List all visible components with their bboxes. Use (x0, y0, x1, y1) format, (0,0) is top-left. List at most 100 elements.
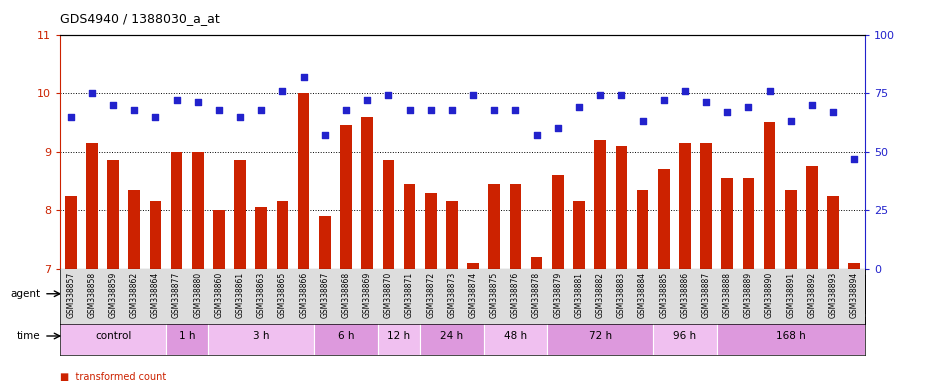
Text: GSM338869: GSM338869 (363, 271, 372, 318)
Text: GDS4940 / 1388030_a_at: GDS4940 / 1388030_a_at (60, 12, 220, 25)
Point (847, 156, 862, 162)
Text: GSM338873: GSM338873 (448, 271, 456, 318)
Point (698, 99, 713, 106)
Point (360, 97, 375, 103)
Text: control: control (95, 331, 131, 341)
Bar (595, 140, 606, 269)
Text: GSM338889: GSM338889 (744, 271, 753, 318)
Point (275, 88, 290, 94)
Text: GSM338872: GSM338872 (426, 271, 436, 318)
Bar (722, 178, 733, 269)
Text: GSM338880: GSM338880 (193, 271, 203, 318)
Bar (785, 190, 796, 269)
Text: GSM338859: GSM338859 (108, 271, 117, 318)
Text: GSM338861: GSM338861 (236, 271, 244, 318)
Bar (107, 161, 119, 269)
Text: GSM338878: GSM338878 (532, 271, 541, 318)
Point (402, 106, 417, 113)
Text: agent: agent (10, 289, 40, 299)
Text: GSM338877: GSM338877 (172, 271, 181, 318)
Text: GSM338894: GSM338894 (850, 271, 858, 318)
Bar (548, 317, 653, 355)
Point (127, 106, 142, 113)
Point (720, 109, 734, 115)
Bar (166, 317, 208, 355)
Bar (60, 317, 166, 355)
Text: vehicle: vehicle (116, 289, 153, 299)
Text: GSM338857: GSM338857 (67, 271, 75, 318)
Bar (166, 275, 865, 313)
Text: GSM338888: GSM338888 (722, 271, 732, 318)
Bar (700, 143, 712, 269)
Bar (552, 175, 563, 269)
Bar (298, 93, 310, 269)
Bar (65, 195, 77, 269)
Point (614, 93, 629, 99)
Text: 168 h: 168 h (776, 331, 806, 341)
Bar (171, 152, 182, 269)
Bar (208, 317, 314, 355)
Point (63, 114, 78, 120)
Text: GSM338891: GSM338891 (786, 271, 796, 318)
Text: GSM338886: GSM338886 (681, 271, 689, 318)
Point (805, 102, 820, 108)
Bar (636, 190, 648, 269)
Point (762, 88, 777, 94)
Point (339, 106, 353, 113)
Bar (150, 202, 161, 269)
Text: GSM338870: GSM338870 (384, 271, 393, 318)
Text: GSM338882: GSM338882 (596, 271, 605, 318)
Bar (510, 184, 522, 269)
Bar (743, 178, 754, 269)
Point (677, 88, 692, 94)
Bar (192, 152, 204, 269)
Point (445, 106, 460, 113)
Bar (806, 166, 818, 269)
Text: GSM338879: GSM338879 (553, 271, 562, 318)
Bar (340, 125, 352, 269)
Bar (362, 117, 373, 269)
Bar (420, 317, 484, 355)
Bar (484, 317, 548, 355)
Point (317, 132, 332, 138)
Text: 1 h: 1 h (179, 331, 195, 341)
Bar (314, 317, 377, 355)
Text: 72 h: 72 h (588, 331, 611, 341)
Bar (129, 190, 140, 269)
Bar (827, 195, 839, 269)
Text: naive: naive (67, 289, 95, 299)
Point (148, 114, 163, 120)
Text: ■  transformed count: ■ transformed count (60, 372, 166, 382)
Text: GSM338890: GSM338890 (765, 271, 774, 318)
Bar (848, 263, 860, 269)
Bar (403, 184, 415, 269)
Text: GSM338863: GSM338863 (257, 271, 265, 318)
Point (508, 106, 523, 113)
Text: GSM338858: GSM338858 (87, 271, 96, 318)
Bar (679, 143, 691, 269)
Text: GSM338874: GSM338874 (469, 271, 477, 318)
Point (465, 93, 480, 99)
Text: 12 h: 12 h (388, 331, 411, 341)
Text: GSM338864: GSM338864 (151, 271, 160, 318)
Bar (377, 317, 420, 355)
Text: soman: soman (498, 289, 533, 299)
Point (253, 106, 269, 113)
Point (635, 118, 650, 124)
Bar (60, 275, 103, 313)
Bar (658, 169, 670, 269)
Bar (446, 202, 458, 269)
Bar (488, 184, 500, 269)
Text: GSM338868: GSM338868 (341, 271, 351, 318)
Text: GSM338866: GSM338866 (299, 271, 308, 318)
Text: GSM338867: GSM338867 (320, 271, 329, 318)
Text: GSM338885: GSM338885 (660, 271, 668, 318)
Point (783, 118, 798, 124)
Point (593, 93, 608, 99)
Text: 48 h: 48 h (504, 331, 527, 341)
Text: GSM338887: GSM338887 (701, 271, 710, 318)
Point (529, 132, 544, 138)
Point (105, 102, 120, 108)
Point (296, 74, 311, 80)
Text: GSM338875: GSM338875 (489, 271, 499, 318)
